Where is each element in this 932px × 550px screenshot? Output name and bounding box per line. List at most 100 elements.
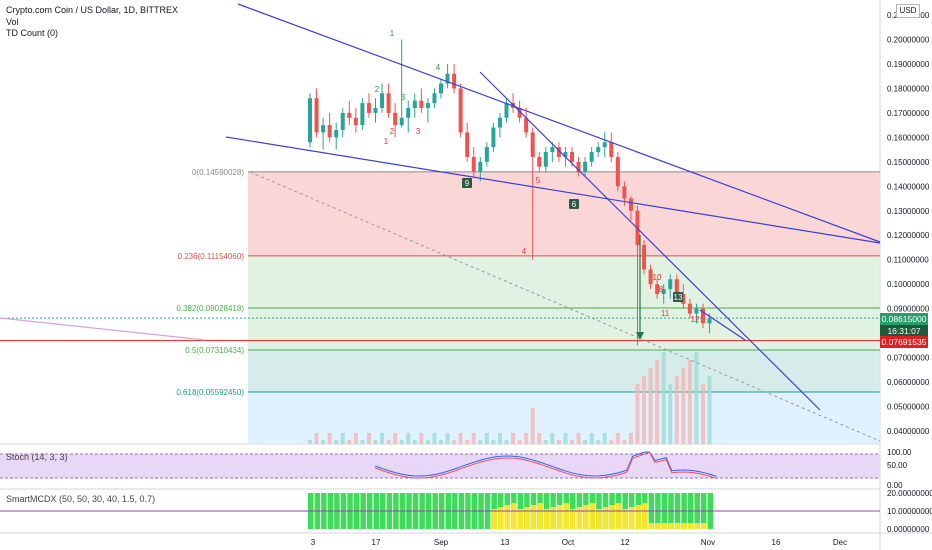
candle-body	[655, 284, 660, 294]
mcdx-yellow-bar	[642, 503, 648, 529]
candle-body	[334, 130, 339, 138]
candle-body	[517, 107, 522, 118]
volume-bar	[471, 433, 476, 444]
fib-level-label: 0.382(0.09028418)	[176, 304, 244, 313]
candle-body	[373, 107, 378, 113]
current-price-badge: 0.08615000	[880, 313, 928, 325]
stoch-tick-label: 100.00	[887, 448, 912, 457]
fib-zone	[248, 171, 880, 256]
price-tick-label: 0.20000000	[887, 35, 930, 44]
mcdx-yellow-bar	[681, 523, 687, 529]
candle-body	[537, 156, 542, 167]
mcdx-yellow-bar	[628, 507, 635, 529]
candle-body	[707, 318, 712, 324]
td-count-label: TD Count (0)	[6, 28, 59, 38]
mcdx-yellow-bar	[622, 509, 628, 529]
volume-bar	[576, 433, 581, 444]
candle-body	[314, 98, 319, 133]
volume-bar	[517, 440, 522, 444]
candle-body	[550, 147, 555, 153]
candle-body	[583, 161, 588, 172]
td-marker	[673, 292, 683, 302]
stoch-tick-label: 50.00	[887, 461, 908, 470]
volume-bar	[563, 433, 568, 444]
price-tick-label: 0.13000000	[887, 207, 930, 216]
candle-body	[642, 245, 647, 270]
candle-body	[366, 103, 371, 113]
price-tick-label: 0.18000000	[887, 84, 930, 93]
mcdx-tick-label: 10.00000000	[887, 507, 932, 516]
candle-body	[458, 88, 463, 133]
candle-body	[308, 98, 312, 143]
mcdx-yellow-bar	[563, 503, 569, 529]
candle-body	[556, 147, 561, 157]
price-tick-label: 0.09000000	[887, 305, 930, 314]
price-tick-label: 0.10000000	[887, 280, 930, 289]
candle-body	[386, 93, 391, 113]
td-marker	[569, 199, 579, 209]
price-tick-label: 0.06000000	[887, 378, 930, 387]
volume-bar	[432, 433, 437, 444]
candle-body	[425, 103, 430, 108]
volume-bar	[550, 433, 555, 444]
candle-body	[399, 117, 404, 126]
candle-body	[471, 156, 476, 172]
td-count-label: 1	[384, 137, 389, 146]
volume-bar	[648, 368, 653, 444]
td-count-label: 9	[465, 179, 470, 188]
candle-body	[360, 103, 365, 126]
candle-body	[543, 152, 548, 167]
time-tick-label: 3	[311, 538, 316, 547]
mcdx-yellow-bar	[504, 505, 510, 529]
candle-body	[484, 147, 489, 162]
volume-bar	[628, 433, 633, 444]
price-tick-label: 0.17000000	[887, 109, 930, 118]
candle-body	[439, 83, 443, 94]
fib-level-label: 0(0.14590028)	[192, 168, 244, 177]
volume-bar	[583, 440, 588, 444]
volume-bar	[484, 433, 489, 444]
volume-bar	[635, 384, 640, 444]
mcdx-yellow-bar	[687, 523, 694, 529]
mcdx-yellow-bar	[517, 509, 524, 529]
volume-bar	[380, 433, 385, 444]
candle-body	[681, 293, 686, 304]
candle-body	[347, 112, 352, 118]
candle-body	[674, 279, 679, 294]
fib-zone	[248, 255, 880, 308]
td-count-label: 6	[572, 200, 577, 209]
candle-body	[609, 142, 614, 157]
volume-bar	[504, 440, 509, 444]
time-tick-label: Nov	[701, 538, 715, 547]
volume-bar	[419, 433, 424, 444]
volume-bar	[642, 376, 647, 444]
price-tick-label: 0.11000000	[887, 256, 929, 265]
candle-body	[327, 125, 332, 138]
volume-bar	[373, 440, 378, 444]
mcdx-yellow-bar	[615, 503, 622, 529]
candle-body	[432, 93, 437, 104]
mcdx-yellow-bar	[661, 523, 668, 529]
td-count-label: 3	[401, 93, 406, 102]
mcdx-yellow-bar	[583, 505, 589, 529]
volume-bar	[360, 440, 365, 444]
stoch-d-line	[374, 451, 717, 479]
volume-bar	[314, 433, 319, 444]
mcdx-yellow-bar	[668, 523, 674, 529]
candle-body	[668, 279, 673, 290]
volume-bar	[661, 352, 666, 444]
candle-body	[491, 127, 496, 148]
price-tick-label: 0.14000000	[887, 182, 930, 191]
candle-body	[452, 73, 457, 89]
volume-bar	[412, 440, 417, 444]
mcdx-yellow-bar	[570, 509, 576, 529]
alert-price-badge: 0.07691535	[880, 336, 928, 348]
price-tick-label: 0.07000000	[887, 354, 930, 363]
volume-bar	[681, 368, 686, 444]
volume-bar	[622, 440, 627, 444]
currency-badge[interactable]: USD	[896, 4, 920, 18]
mcdx-yellow-bar	[694, 523, 700, 529]
volume-bar	[543, 440, 548, 444]
